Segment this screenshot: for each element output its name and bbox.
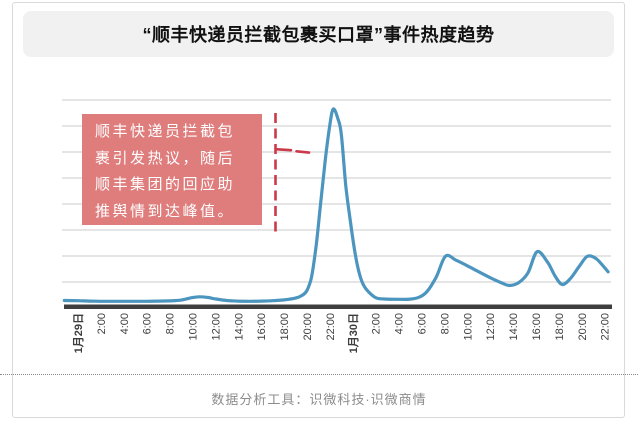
x-tick-label: 6:00: [417, 313, 429, 334]
footer-credit: 数据分析工具：识微科技·识微商情: [211, 391, 427, 407]
x-tick-label: 14:00: [233, 313, 245, 341]
x-tick-label: 18:00: [554, 313, 566, 341]
x-tick-label: 8:00: [439, 313, 451, 334]
x-tick-label: 2:00: [371, 313, 383, 334]
x-tick-label: 12:00: [485, 313, 497, 341]
x-axis-tick-labels: 1月29日 2:00 4:00 6:00 8:00 10:00 12:00 14:00 16:0…: [72, 313, 612, 353]
x-tick-label: 10:00: [188, 313, 200, 341]
x-tick-label: 4:00: [119, 313, 131, 334]
x-tick-label: 20:00: [577, 313, 589, 341]
heat-line-series: [62, 107, 610, 303]
x-tick-label: 8:00: [165, 313, 177, 334]
x-tick-label: 4:00: [394, 313, 406, 334]
x-tick-label: 18:00: [279, 313, 291, 341]
x-tick-label: 12:00: [210, 313, 222, 341]
x-tick-label: 22:00: [600, 313, 612, 341]
x-tick-label: 1月30日: [347, 313, 360, 353]
annotation-callout: 顺丰快递员拦截包 裹引发热议，随后 顺丰集团的回应助 推舆情到达峰值。: [82, 114, 262, 225]
chart-title: “顺丰快递员拦截包裹买口罩”事件热度趋势: [142, 25, 495, 45]
x-tick-label: 22:00: [325, 313, 337, 341]
x-tick-label: 16:00: [256, 313, 268, 341]
x-tick-label: 16:00: [531, 313, 543, 341]
x-tick-label: 1月29日: [72, 313, 85, 353]
x-tick-label: 10:00: [462, 313, 474, 341]
footer-divider: [0, 374, 638, 375]
annotation-pointer-dashes: [274, 113, 311, 237]
x-tick-label: 14:00: [508, 313, 520, 341]
x-tick-label: 6:00: [142, 313, 154, 334]
x-tick-label: 2:00: [96, 313, 108, 334]
x-axis-line: [64, 304, 612, 309]
x-tick-label: 20:00: [302, 313, 314, 341]
chart-header: “顺丰快递员拦截包裹买口罩”事件热度趋势: [23, 11, 614, 57]
